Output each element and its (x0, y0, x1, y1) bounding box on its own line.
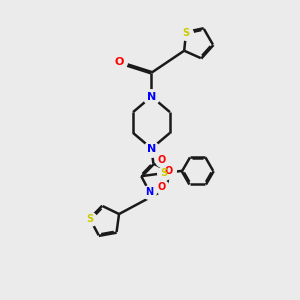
Text: S: S (182, 28, 190, 38)
Text: S: S (160, 168, 167, 178)
Text: O: O (158, 155, 166, 165)
Text: O: O (114, 57, 124, 67)
Text: O: O (165, 166, 173, 176)
Text: N: N (147, 92, 156, 101)
Text: N: N (146, 187, 154, 196)
Text: S: S (86, 214, 94, 224)
Text: N: N (147, 143, 156, 154)
Text: O: O (158, 182, 166, 192)
